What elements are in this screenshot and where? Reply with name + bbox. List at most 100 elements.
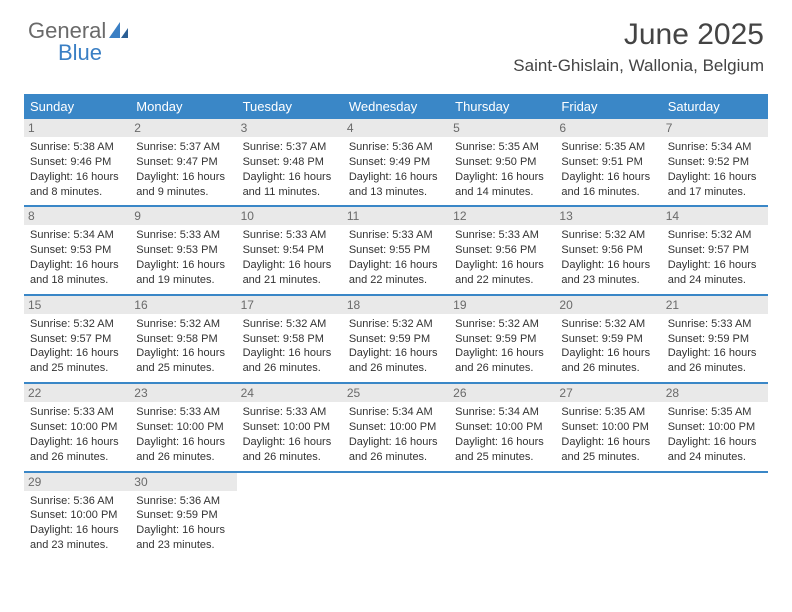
day-number: 21 (662, 296, 768, 314)
day-cell (449, 473, 555, 559)
day-number: 2 (130, 119, 236, 137)
brand-logo: General Blue (28, 18, 129, 66)
day-details: Sunrise: 5:32 AMSunset: 9:57 PMDaylight:… (30, 317, 124, 376)
day-cell: 2 Sunrise: 5:37 AMSunset: 9:47 PMDaylight… (130, 119, 236, 205)
brand-word2: Blue (58, 40, 102, 65)
day-number: 14 (662, 207, 768, 225)
day-cell: 10Sunrise: 5:33 AMSunset: 9:54 PMDayligh… (237, 207, 343, 293)
day-number: 23 (130, 384, 236, 402)
day-details: Sunrise: 5:33 AMSunset: 9:54 PMDaylight:… (243, 228, 337, 287)
header: General Blue June 2025 Saint-Ghislain, W… (0, 0, 792, 84)
brand-sail-icon (109, 18, 129, 43)
day-cell: 18Sunrise: 5:32 AMSunset: 9:59 PMDayligh… (343, 296, 449, 382)
location-text: Saint-Ghislain, Wallonia, Belgium (513, 56, 764, 76)
day-number: 11 (343, 207, 449, 225)
day-cell: 25 Sunrise: 5:34 AMSunset: 10:00 PMDaylig… (343, 384, 449, 470)
day-details: Sunrise: 5:32 AMSunset: 9:59 PMDaylight:… (455, 317, 549, 376)
calendar-week: 1Sunrise: 5:38 AMSunset: 9:46 PMDaylight… (24, 119, 768, 207)
day-number: 4 (343, 119, 449, 137)
day-details: Sunrise: 5:33 AMSunset: 9:56 PMDaylight:… (455, 228, 549, 287)
day-number: 13 (555, 207, 661, 225)
day-number: 7 (662, 119, 768, 137)
day-cell (237, 473, 343, 559)
day-details: Sunrise: 5:35 AMSunset: 10:00 PMDaylight… (668, 405, 762, 464)
day-details: Sunrise: 5:37 AMSunset: 9:47 PMDaylight:… (136, 140, 230, 199)
day-details: Sunrise: 5:34 AMSunset: 9:53 PMDaylight:… (30, 228, 124, 287)
day-details: Sunrise: 5:34 AMSunset: 10:00 PMDaylight… (455, 405, 549, 464)
day-cell: 27 Sunrise: 5:35 AMSunset: 10:00 PMDaylig… (555, 384, 661, 470)
day-details: Sunrise: 5:35 AMSunset: 9:51 PMDaylight:… (561, 140, 655, 199)
day-cell: 5 Sunrise: 5:35 AMSunset: 9:50 PMDaylight… (449, 119, 555, 205)
day-cell: 26Sunrise: 5:34 AMSunset: 10:00 PMDaylig… (449, 384, 555, 470)
day-details: Sunrise: 5:36 AMSunset: 9:59 PMDaylight:… (136, 494, 230, 553)
day-cell: 16Sunrise: 5:32 AMSunset: 9:58 PMDayligh… (130, 296, 236, 382)
calendar-header-row: Sunday Monday Tuesday Wednesday Thursday… (24, 94, 768, 119)
day-number: 25 (343, 384, 449, 402)
weekday-label: Thursday (449, 94, 555, 119)
month-title: June 2025 (513, 18, 764, 52)
day-details: Sunrise: 5:32 AMSunset: 9:58 PMDaylight:… (243, 317, 337, 376)
calendar-week: 8Sunrise: 5:34 AMSunset: 9:53 PMDaylight… (24, 207, 768, 295)
calendar-week: 29 Sunrise: 5:36 AMSunset: 10:00 PMDaylig… (24, 473, 768, 559)
day-cell: 13 Sunrise: 5:32 AMSunset: 9:56 PMDayligh… (555, 207, 661, 293)
day-cell: 22 Sunrise: 5:33 AMSunset: 10:00 PMDaylig… (24, 384, 130, 470)
day-cell: 8Sunrise: 5:34 AMSunset: 9:53 PMDaylight… (24, 207, 130, 293)
day-number: 19 (449, 296, 555, 314)
day-details: Sunrise: 5:33 AMSunset: 9:55 PMDaylight:… (349, 228, 443, 287)
day-details: Sunrise: 5:35 AMSunset: 9:50 PMDaylight:… (455, 140, 549, 199)
day-cell: 4 Sunrise: 5:36 AMSunset: 9:49 PMDaylight… (343, 119, 449, 205)
day-details: Sunrise: 5:35 AMSunset: 10:00 PMDaylight… (561, 405, 655, 464)
day-cell: 29 Sunrise: 5:36 AMSunset: 10:00 PMDaylig… (24, 473, 130, 559)
calendar-week: 15 Sunrise: 5:32 AMSunset: 9:57 PMDayligh… (24, 296, 768, 384)
calendar-week: 22 Sunrise: 5:33 AMSunset: 10:00 PMDaylig… (24, 384, 768, 472)
day-cell: 1Sunrise: 5:38 AMSunset: 9:46 PMDaylight… (24, 119, 130, 205)
day-number: 17 (237, 296, 343, 314)
day-details: Sunrise: 5:33 AMSunset: 10:00 PMDaylight… (30, 405, 124, 464)
day-number: 6 (555, 119, 661, 137)
day-cell: 19 Sunrise: 5:32 AMSunset: 9:59 PMDayligh… (449, 296, 555, 382)
day-cell: 6 Sunrise: 5:35 AMSunset: 9:51 PMDaylight… (555, 119, 661, 205)
day-number: 30 (130, 473, 236, 491)
calendar: Sunday Monday Tuesday Wednesday Thursday… (24, 94, 768, 559)
day-cell: 7 Sunrise: 5:34 AMSunset: 9:52 PMDaylight… (662, 119, 768, 205)
weekday-label: Monday (130, 94, 236, 119)
day-number: 15 (24, 296, 130, 314)
day-number: 28 (662, 384, 768, 402)
day-number: 27 (555, 384, 661, 402)
day-cell: 3Sunrise: 5:37 AMSunset: 9:48 PMDaylight… (237, 119, 343, 205)
day-details: Sunrise: 5:32 AMSunset: 9:56 PMDaylight:… (561, 228, 655, 287)
day-details: Sunrise: 5:34 AMSunset: 9:52 PMDaylight:… (668, 140, 762, 199)
day-cell: 28 Sunrise: 5:35 AMSunset: 10:00 PMDaylig… (662, 384, 768, 470)
day-number: 22 (24, 384, 130, 402)
day-cell: 17 Sunrise: 5:32 AMSunset: 9:58 PMDayligh… (237, 296, 343, 382)
day-cell: 11 Sunrise: 5:33 AMSunset: 9:55 PMDayligh… (343, 207, 449, 293)
day-details: Sunrise: 5:36 AMSunset: 9:49 PMDaylight:… (349, 140, 443, 199)
day-cell: 15 Sunrise: 5:32 AMSunset: 9:57 PMDayligh… (24, 296, 130, 382)
day-number: 12 (449, 207, 555, 225)
weekday-label: Friday (555, 94, 661, 119)
day-number: 3 (237, 119, 343, 137)
day-cell: 30 Sunrise: 5:36 AMSunset: 9:59 PMDayligh… (130, 473, 236, 559)
day-number: 5 (449, 119, 555, 137)
day-number: 24 (237, 384, 343, 402)
weekday-label: Tuesday (237, 94, 343, 119)
day-cell: 23 Sunrise: 5:33 AMSunset: 10:00 PMDaylig… (130, 384, 236, 470)
day-number: 20 (555, 296, 661, 314)
day-number: 9 (130, 207, 236, 225)
weekday-label: Sunday (24, 94, 130, 119)
day-cell: 9 Sunrise: 5:33 AMSunset: 9:53 PMDaylight… (130, 207, 236, 293)
day-cell (343, 473, 449, 559)
day-details: Sunrise: 5:36 AMSunset: 10:00 PMDaylight… (30, 494, 124, 553)
title-block: June 2025 Saint-Ghislain, Wallonia, Belg… (513, 18, 764, 76)
day-number: 1 (24, 119, 130, 137)
weekday-label: Wednesday (343, 94, 449, 119)
day-details: Sunrise: 5:33 AMSunset: 9:53 PMDaylight:… (136, 228, 230, 287)
day-cell: 21Sunrise: 5:33 AMSunset: 9:59 PMDayligh… (662, 296, 768, 382)
day-details: Sunrise: 5:33 AMSunset: 10:00 PMDaylight… (136, 405, 230, 464)
day-details: Sunrise: 5:34 AMSunset: 10:00 PMDaylight… (349, 405, 443, 464)
day-cell: 20Sunrise: 5:32 AMSunset: 9:59 PMDayligh… (555, 296, 661, 382)
day-details: Sunrise: 5:32 AMSunset: 9:58 PMDaylight:… (136, 317, 230, 376)
day-details: Sunrise: 5:33 AMSunset: 10:00 PMDaylight… (243, 405, 337, 464)
day-details: Sunrise: 5:32 AMSunset: 9:59 PMDaylight:… (349, 317, 443, 376)
day-number: 29 (24, 473, 130, 491)
